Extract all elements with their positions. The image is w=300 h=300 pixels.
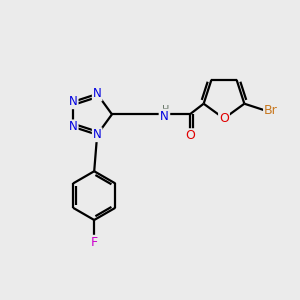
Text: O: O: [185, 129, 195, 142]
Text: N: N: [93, 88, 101, 100]
Text: Br: Br: [264, 104, 278, 117]
Text: N: N: [69, 95, 78, 108]
Text: N: N: [69, 120, 78, 134]
Text: N: N: [93, 128, 101, 141]
Text: N: N: [160, 110, 168, 123]
Text: F: F: [91, 236, 98, 249]
Text: H: H: [162, 106, 169, 116]
Text: O: O: [219, 112, 229, 125]
